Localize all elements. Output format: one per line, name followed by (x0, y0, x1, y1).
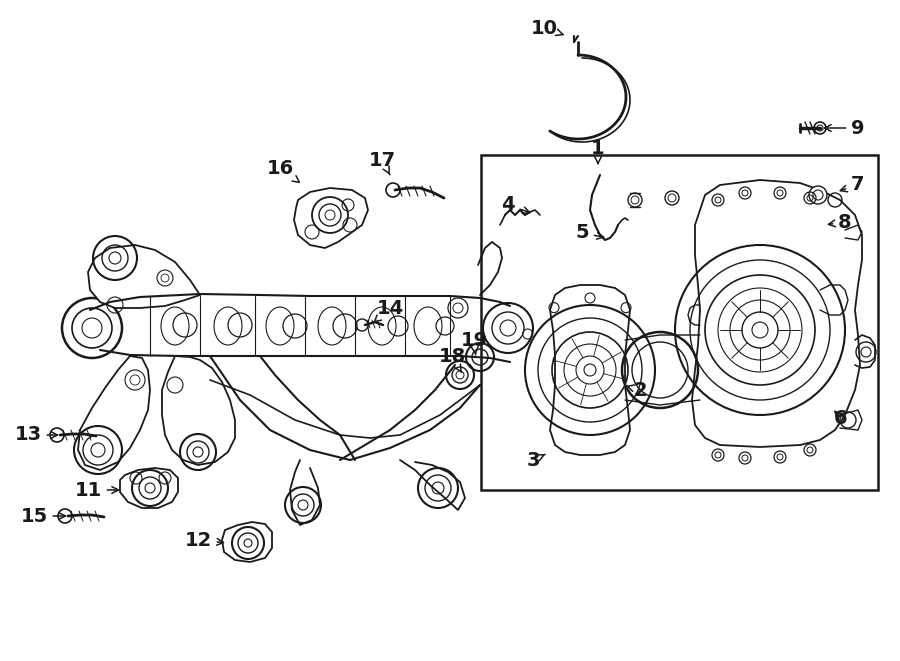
Circle shape (50, 428, 64, 442)
Polygon shape (162, 356, 235, 465)
Polygon shape (550, 285, 630, 455)
Text: 18: 18 (438, 348, 465, 372)
Text: 16: 16 (266, 159, 300, 182)
Text: 11: 11 (75, 481, 119, 500)
Polygon shape (78, 356, 150, 470)
Circle shape (356, 319, 368, 331)
Text: 6: 6 (834, 408, 848, 428)
Text: 19: 19 (461, 330, 488, 355)
Text: 1: 1 (591, 139, 605, 164)
Text: 12: 12 (184, 531, 223, 549)
Polygon shape (294, 188, 368, 248)
Circle shape (809, 186, 827, 204)
Circle shape (386, 183, 400, 197)
Polygon shape (88, 245, 200, 308)
Bar (481, 155, 878, 490)
Circle shape (58, 509, 72, 523)
Polygon shape (692, 180, 862, 447)
Polygon shape (222, 522, 272, 562)
Text: 5: 5 (575, 223, 604, 243)
Text: 2: 2 (627, 381, 647, 399)
Text: 14: 14 (374, 299, 403, 323)
Text: 3: 3 (526, 451, 545, 469)
Circle shape (814, 122, 826, 134)
Text: 8: 8 (828, 212, 851, 231)
Polygon shape (120, 468, 178, 508)
Text: 10: 10 (530, 19, 563, 38)
Text: 17: 17 (368, 151, 396, 175)
Text: 7: 7 (841, 176, 865, 194)
Text: 15: 15 (21, 506, 66, 525)
Text: 13: 13 (14, 426, 58, 444)
Text: 4: 4 (501, 196, 530, 215)
Text: 9: 9 (824, 118, 865, 137)
